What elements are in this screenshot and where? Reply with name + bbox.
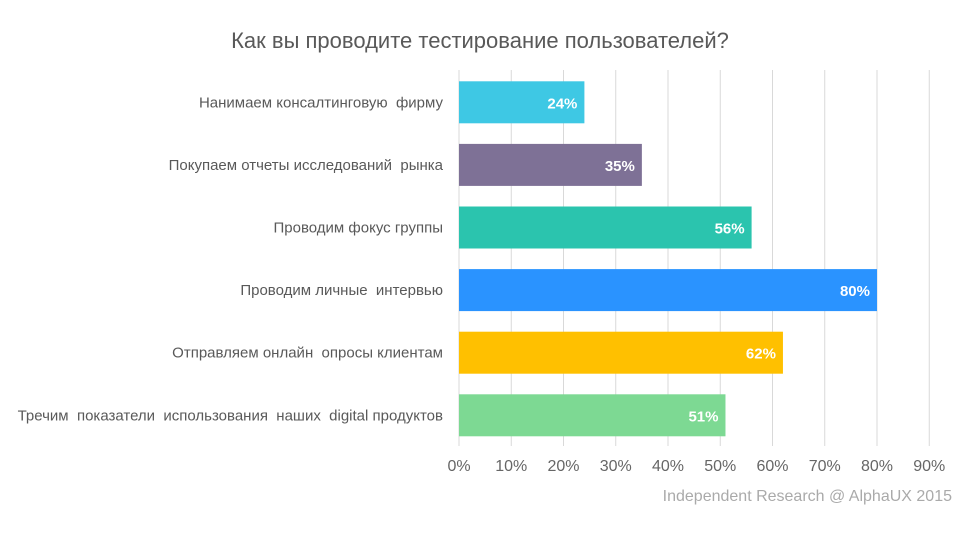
x-tick-label: 20% bbox=[547, 458, 579, 475]
x-tick-label: 70% bbox=[809, 458, 841, 475]
x-tick-label: 90% bbox=[913, 458, 945, 475]
data-label: 56% bbox=[715, 221, 745, 238]
chart-title: Как вы проводите тестирование пользовате… bbox=[231, 28, 729, 53]
x-tick-label: 40% bbox=[652, 458, 684, 475]
x-tick-label: 60% bbox=[756, 458, 788, 475]
x-tick-label: 80% bbox=[861, 458, 893, 475]
bar bbox=[459, 331, 783, 374]
bar bbox=[459, 206, 752, 249]
bar bbox=[459, 81, 585, 124]
data-label: 80% bbox=[840, 283, 870, 300]
bar bbox=[459, 143, 642, 186]
category-label: Тречим показатели использования наших di… bbox=[18, 407, 443, 424]
data-label: 35% bbox=[605, 158, 635, 175]
category-label: Отправляем онлайн опросы клиентам bbox=[172, 345, 443, 362]
category-label: Покупаем отчеты исследований рынка bbox=[169, 157, 444, 174]
x-tick-label: 10% bbox=[495, 458, 527, 475]
source-note: Independent Research @ AlphaUX 2015 bbox=[662, 488, 952, 505]
x-tick-label: 0% bbox=[447, 458, 470, 475]
category-label: Проводим фокус группы bbox=[274, 220, 443, 237]
data-label: 51% bbox=[688, 408, 718, 425]
data-label: 62% bbox=[746, 346, 776, 363]
bar bbox=[459, 269, 877, 312]
category-label: Проводим личные интервью bbox=[240, 282, 443, 299]
bar bbox=[459, 394, 726, 437]
data-label: 24% bbox=[547, 95, 577, 112]
x-tick-label: 50% bbox=[704, 458, 736, 475]
x-tick-label: 30% bbox=[600, 458, 632, 475]
category-label: Нанимаем консалтинговую фирму bbox=[199, 94, 444, 111]
